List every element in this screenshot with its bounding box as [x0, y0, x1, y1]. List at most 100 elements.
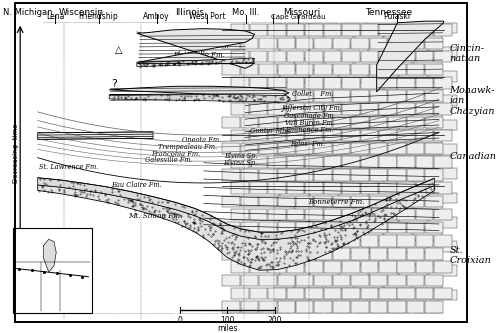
Bar: [266, 59, 294, 70]
Bar: [333, 117, 350, 128]
Bar: [232, 51, 249, 62]
Bar: [176, 302, 205, 312]
Bar: [342, 182, 359, 194]
Bar: [28, 205, 56, 215]
Text: Franconia Fm.: Franconia Fm.: [152, 150, 200, 158]
Bar: [259, 143, 276, 155]
Bar: [416, 77, 434, 89]
Bar: [333, 38, 350, 49]
Bar: [406, 90, 424, 102]
Bar: [342, 24, 359, 36]
Bar: [268, 130, 286, 141]
Bar: [240, 64, 258, 76]
Bar: [352, 248, 369, 260]
Bar: [221, 192, 250, 203]
Bar: [324, 288, 341, 299]
Bar: [425, 195, 442, 207]
Bar: [314, 143, 332, 155]
Bar: [251, 192, 279, 203]
Text: Palos  Fm.: Palos Fm.: [290, 140, 325, 148]
Bar: [414, 108, 442, 118]
Bar: [176, 59, 205, 70]
Bar: [354, 35, 383, 45]
Bar: [384, 277, 412, 288]
Bar: [416, 103, 434, 115]
Text: ?: ?: [111, 79, 116, 89]
Bar: [232, 209, 249, 220]
Bar: [88, 180, 116, 191]
Bar: [388, 117, 406, 128]
Bar: [132, 192, 160, 203]
Text: Gasconade Fm.: Gasconade Fm.: [284, 112, 336, 120]
Bar: [286, 209, 304, 220]
Bar: [240, 275, 258, 286]
Bar: [266, 156, 294, 167]
Bar: [73, 192, 101, 203]
Bar: [310, 217, 338, 227]
Bar: [342, 261, 359, 273]
Bar: [314, 248, 332, 260]
Bar: [250, 261, 268, 273]
Bar: [222, 117, 240, 128]
Bar: [399, 168, 427, 179]
Text: Trempealeau Fm.: Trempealeau Fm.: [158, 143, 217, 151]
Bar: [379, 77, 396, 89]
Bar: [278, 222, 295, 233]
Bar: [278, 169, 295, 181]
Bar: [88, 205, 116, 215]
Bar: [206, 132, 234, 143]
Bar: [118, 35, 146, 45]
Bar: [206, 83, 234, 94]
Bar: [352, 195, 369, 207]
Bar: [428, 144, 457, 155]
Bar: [370, 117, 388, 128]
Bar: [278, 143, 295, 155]
Bar: [278, 38, 295, 49]
Bar: [416, 156, 434, 167]
Bar: [259, 195, 276, 207]
Bar: [251, 71, 279, 82]
Bar: [352, 275, 369, 286]
Bar: [222, 169, 240, 181]
Bar: [73, 120, 101, 131]
Bar: [354, 156, 383, 167]
Bar: [132, 217, 160, 227]
Bar: [240, 117, 258, 128]
Polygon shape: [38, 185, 434, 270]
Bar: [354, 253, 383, 264]
Bar: [399, 290, 427, 300]
Bar: [88, 108, 116, 118]
Bar: [251, 217, 279, 227]
Bar: [147, 156, 175, 167]
Bar: [28, 229, 56, 240]
Bar: [162, 217, 190, 227]
Bar: [360, 51, 378, 62]
Bar: [58, 83, 86, 94]
Bar: [73, 290, 101, 300]
Bar: [236, 83, 264, 94]
Bar: [192, 168, 220, 179]
Bar: [296, 156, 324, 167]
Bar: [192, 144, 220, 155]
Bar: [58, 302, 86, 312]
Bar: [222, 90, 240, 102]
Bar: [206, 277, 234, 288]
Bar: [406, 143, 424, 155]
Bar: [325, 35, 353, 45]
Bar: [416, 209, 434, 220]
Text: Tennessee: Tennessee: [364, 8, 412, 17]
Bar: [425, 38, 442, 49]
Bar: [162, 47, 190, 58]
Bar: [342, 156, 359, 167]
Bar: [399, 23, 427, 33]
Bar: [250, 103, 268, 115]
Bar: [232, 24, 249, 36]
Bar: [370, 192, 398, 203]
Bar: [192, 290, 220, 300]
Bar: [221, 241, 250, 252]
Bar: [28, 302, 56, 312]
Bar: [325, 59, 353, 70]
Bar: [370, 23, 398, 33]
Bar: [370, 120, 398, 131]
Bar: [414, 156, 442, 167]
